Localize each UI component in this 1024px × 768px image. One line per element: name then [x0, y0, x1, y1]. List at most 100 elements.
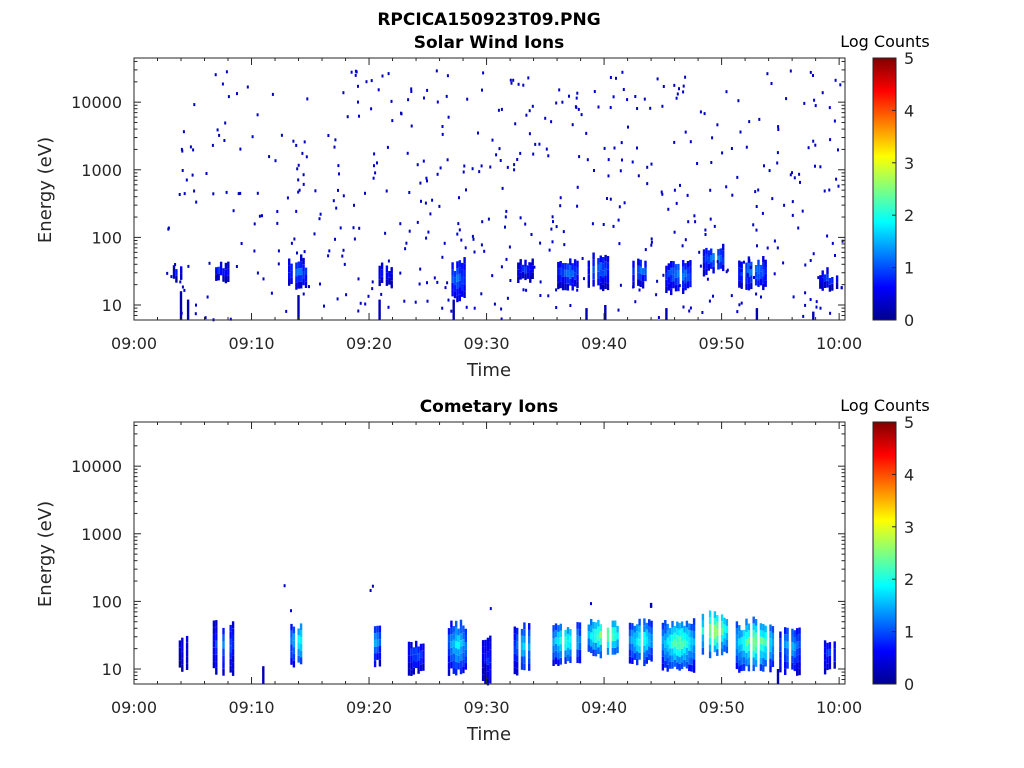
- spectrogram-cell: [754, 632, 758, 640]
- spectrogram-cell: [757, 266, 760, 274]
- spectrogram-cell: [523, 649, 526, 657]
- spectrogram-pixel: [493, 302, 496, 306]
- spectrogram-cell: [231, 641, 235, 649]
- spectrogram-pixel: [547, 294, 550, 298]
- spectrogram-streak: [262, 666, 265, 684]
- spectrogram-pixel: [314, 189, 317, 193]
- spectrogram-cell: [388, 277, 391, 285]
- spectrogram-pixel: [675, 201, 678, 205]
- spectrogram-pixel: [182, 130, 185, 134]
- spectrogram-cell: [569, 649, 572, 657]
- spectrogram-cell: [229, 631, 232, 639]
- spectrogram-cell: [725, 646, 729, 654]
- spectrogram-cell: [668, 641, 672, 649]
- spectrogram-pixel: [756, 244, 758, 248]
- spectrogram-pixel: [682, 305, 685, 309]
- spectrogram-cell: [484, 646, 487, 654]
- spectrogram-pixel: [569, 304, 572, 307]
- spectrogram-cell: [299, 637, 303, 644]
- spectrogram-pixel: [612, 224, 615, 228]
- spectrogram-cell: [826, 649, 829, 657]
- spectrogram-cell: [450, 634, 453, 642]
- spectrogram-cell: [599, 282, 602, 290]
- spectrogram-pixel: [607, 174, 610, 178]
- spectrogram-cell: [215, 620, 218, 627]
- spectrogram-cell: [645, 657, 648, 664]
- spectrogram-cell: [823, 274, 827, 282]
- spectrogram-pixel: [181, 285, 184, 289]
- spectrogram-cell: [290, 651, 293, 658]
- spectrogram-pixel: [229, 317, 232, 321]
- spectrogram-cell: [707, 250, 710, 258]
- spectrogram-pixel: [709, 188, 712, 192]
- spectrogram-pixel: [426, 88, 429, 92]
- spectrogram-pixel: [290, 241, 293, 245]
- spectrogram-pixel: [378, 309, 381, 313]
- spectrogram-cell: [569, 635, 572, 643]
- spectrogram-cell: [447, 648, 451, 656]
- spectrogram-pixel: [258, 214, 261, 218]
- spectrogram-cell: [513, 633, 516, 641]
- spectrogram-cell: [648, 626, 651, 633]
- spectrogram-pixel: [623, 201, 626, 205]
- spectrogram-pixel: [489, 607, 492, 611]
- spectrogram-cell: [713, 631, 717, 639]
- spectrogram-cell: [784, 654, 787, 662]
- spectrogram-pixel: [303, 140, 306, 144]
- spectrogram-cell: [415, 661, 418, 669]
- spectrogram-pixel: [525, 113, 528, 117]
- spectrogram-cell: [786, 634, 789, 642]
- spectrogram-pixel: [377, 88, 380, 92]
- spectrogram-pixel: [345, 293, 348, 297]
- spectrogram-cell: [632, 281, 635, 288]
- spectrogram-cell: [740, 657, 743, 665]
- spectrogram-pixel: [650, 162, 653, 166]
- spectrogram-cell: [747, 637, 751, 644]
- spectrogram-pixel: [376, 161, 378, 165]
- spectrogram-cell: [705, 247, 708, 255]
- spectrogram-cell: [513, 660, 516, 668]
- spectrogram-cell: [666, 637, 669, 645]
- spectrogram-cell: [297, 268, 300, 276]
- spectrogram-cell: [569, 258, 572, 266]
- spectrogram-pixel: [555, 288, 558, 292]
- spectrogram-cell: [745, 625, 748, 633]
- spectrogram-cell: [458, 280, 461, 288]
- spectrogram-cell: [676, 628, 679, 636]
- spectrogram-cell: [754, 653, 758, 660]
- spectrogram-cell: [481, 640, 485, 647]
- spectrogram-cell: [764, 273, 767, 281]
- spectrogram-pixel: [512, 78, 515, 82]
- spectrogram-cell: [222, 268, 225, 275]
- spectrogram-cell: [564, 269, 567, 277]
- spectrogram-cell: [762, 624, 765, 631]
- spectrogram-pixel: [341, 254, 344, 258]
- spectrogram-cell: [573, 272, 577, 280]
- spectrogram-cell: [290, 623, 293, 631]
- spectrogram-pixel: [313, 232, 316, 236]
- spectrogram-pixel: [489, 165, 492, 169]
- spectrogram-cell: [599, 637, 602, 645]
- spectrogram-cell: [175, 269, 178, 276]
- spectrogram-cell: [231, 635, 235, 642]
- spectrogram-cell: [747, 270, 751, 277]
- spectrogram-cell: [750, 282, 753, 290]
- spectrogram-cell: [769, 651, 772, 659]
- spectrogram-cell: [481, 674, 485, 681]
- spectrogram-cell: [569, 265, 572, 272]
- spectrogram-cell: [447, 669, 451, 676]
- spectrogram-cell: [740, 664, 743, 672]
- spectrogram-cell: [410, 662, 413, 670]
- spectrogram-cell: [606, 634, 610, 642]
- spectrogram-pixel: [456, 232, 459, 236]
- spectrogram-cell: [297, 261, 300, 269]
- spectrogram-cell: [516, 627, 519, 635]
- spectrogram-cell: [453, 284, 457, 292]
- spectrogram-pixel: [519, 151, 522, 155]
- spectrogram-pixel: [224, 121, 227, 125]
- spectrogram-cell: [685, 627, 689, 635]
- spectrogram-pixel: [701, 311, 704, 314]
- spectrogram-pixel: [801, 209, 804, 213]
- spectrogram-cell: [571, 276, 574, 284]
- spectrogram-pixel: [367, 294, 370, 298]
